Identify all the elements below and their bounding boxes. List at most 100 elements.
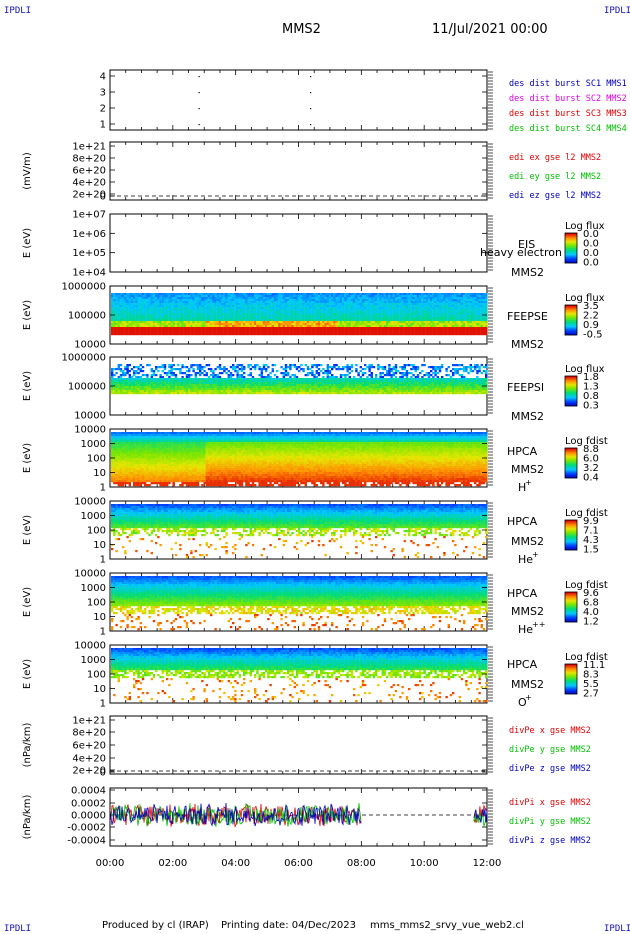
spectrogram-cell — [346, 307, 349, 310]
spectrogram-cell — [322, 313, 325, 316]
spectrogram-cell — [113, 327, 116, 330]
spectrogram-cell — [458, 311, 461, 314]
spectrogram-cell — [273, 295, 277, 298]
spectrogram-cell — [441, 301, 444, 304]
spectrogram-cell — [416, 311, 420, 314]
spectrogram-cell — [139, 388, 142, 391]
spectrogram-cell — [480, 295, 483, 298]
spectrogram-cell — [196, 315, 200, 318]
spectrogram-cell — [366, 305, 369, 308]
spectrogram-cell — [271, 325, 274, 328]
spectrogram-cell — [322, 305, 325, 308]
spectrogram-cell — [342, 321, 345, 324]
spectrogram-cell — [214, 321, 217, 324]
spectrogram-cell — [223, 295, 226, 298]
spectrogram-cell — [320, 317, 323, 320]
spectrogram-cell — [181, 307, 184, 310]
spectrogram-cell — [469, 327, 472, 330]
spectrogram-cell — [357, 293, 360, 296]
spectrogram-cell — [163, 309, 167, 312]
spectrogram-cell — [317, 311, 321, 314]
spectrogram-cell — [174, 329, 178, 332]
spectrogram-cell — [298, 327, 301, 330]
spectrogram-cell — [309, 315, 312, 318]
spectrogram-cell — [366, 297, 369, 300]
spectrogram-cell — [311, 323, 314, 326]
spectrogram-cell — [471, 325, 475, 328]
spectrogram-cell — [434, 329, 437, 332]
spectrogram-cell — [372, 333, 376, 336]
spectrogram-cell — [478, 303, 481, 306]
spectrogram-cell — [218, 329, 222, 332]
spectrogram-cell — [256, 311, 259, 314]
spectrogram-cell — [232, 374, 235, 377]
spectrogram-cell — [205, 331, 208, 334]
spectrogram-cell — [192, 368, 195, 371]
spectrogram-cell — [432, 317, 435, 320]
spectrogram-cell — [113, 390, 116, 393]
spectrogram-cell — [463, 313, 466, 316]
spectrogram-cell — [438, 311, 442, 314]
spectrogram-cell — [234, 321, 237, 324]
spectrogram-cell — [359, 303, 362, 306]
spectrogram-cell — [223, 388, 226, 391]
spectrogram-cell — [155, 325, 158, 328]
spectrogram-cell — [245, 325, 248, 328]
spectrogram-cell — [405, 319, 409, 322]
spectrogram-cell — [317, 307, 321, 310]
spectrogram-cell — [320, 313, 323, 316]
spectrogram-cell — [284, 315, 288, 318]
colorbar-tick-label: 2.2 — [583, 311, 599, 322]
spectrogram-cell — [196, 321, 200, 324]
spectrogram-cell — [229, 376, 233, 379]
spectrogram-cell — [401, 317, 404, 320]
spectrogram-cell — [359, 331, 362, 334]
spectrogram-cell — [229, 297, 233, 300]
spectrogram-cell — [214, 382, 217, 385]
spectrogram-cell — [342, 313, 345, 316]
spectrogram-cell — [144, 327, 147, 330]
spectrogram-cell — [465, 303, 468, 306]
spectrogram-cell — [474, 321, 477, 324]
spectrogram-cell — [441, 305, 444, 308]
spectrogram-cell — [254, 295, 257, 298]
spectrogram-cell — [260, 325, 263, 328]
spectrogram-cell — [124, 315, 127, 318]
spectrogram-cell — [152, 370, 156, 373]
spectrogram-cell — [258, 303, 261, 306]
spectrogram-cell — [201, 315, 204, 318]
spectrogram-cell — [447, 331, 450, 334]
spectrogram-cell — [128, 295, 131, 298]
spectrogram-cell — [390, 309, 393, 312]
spectrogram-cell — [256, 295, 259, 298]
spectrogram-cell — [137, 301, 140, 304]
spectrogram-cell — [381, 301, 384, 304]
spectrogram-cell — [320, 293, 323, 296]
spectrogram-cell — [168, 327, 171, 330]
spectrogram-cell — [390, 295, 393, 298]
spectrogram-cell — [166, 309, 169, 312]
spectrogram-cell — [331, 309, 334, 312]
legend-burst-sc2: des dist burst SC2 MMS2 — [509, 94, 627, 104]
spectrogram-cell — [471, 321, 475, 324]
spectrogram-cell — [309, 317, 312, 320]
spectrogram-cell — [339, 327, 343, 330]
spectrogram-cell — [137, 390, 140, 393]
spectrogram-cell — [232, 390, 235, 393]
spectrogram-cell — [364, 297, 367, 300]
spectrogram-cell — [280, 309, 283, 312]
spectrogram-cell — [291, 327, 294, 330]
spectrogram-cell — [355, 323, 358, 326]
spectrogram-cell — [249, 380, 252, 383]
spectrogram-cell — [438, 309, 442, 312]
spectrogram-cell — [218, 301, 222, 304]
spectrogram-cell — [282, 307, 285, 310]
spectrogram-cell — [185, 384, 189, 387]
spectrogram-cell — [269, 390, 272, 393]
spectrogram-cell — [348, 317, 351, 320]
spectrogram-cell — [170, 378, 173, 381]
spectrogram-cell — [126, 317, 129, 320]
spectrogram-cell — [232, 384, 235, 387]
spectrogram-cell — [155, 384, 158, 387]
spectrogram-cell — [480, 311, 483, 314]
